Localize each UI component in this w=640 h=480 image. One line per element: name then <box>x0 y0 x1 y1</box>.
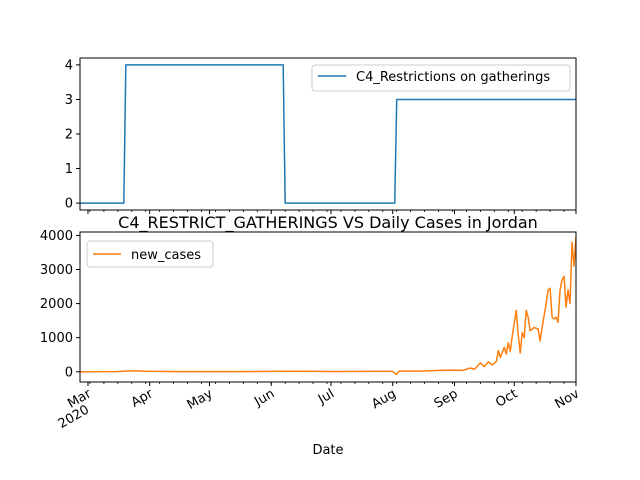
bottom-legend-label: new_cases <box>131 248 201 263</box>
bottom-y-tick-label: 3000 <box>40 263 73 278</box>
top-y-tick-label: 1 <box>65 162 73 177</box>
bottom-series-line-0 <box>80 236 576 376</box>
bottom-y-tick-label: 0 <box>65 365 73 380</box>
bottom-y-tick-label: 4000 <box>40 229 73 244</box>
x-tick-label: Jul <box>315 386 337 407</box>
top-series-lines <box>80 64 576 204</box>
chart-title: C4_RESTRICT_GATHERINGS VS Daily Cases in… <box>118 213 538 233</box>
x-axis-label: Date <box>312 443 343 458</box>
bottom-series-lines <box>80 236 576 376</box>
top-y-tick-label: 3 <box>65 93 73 108</box>
top-series-line-0 <box>80 64 576 204</box>
bottom-y-ticks: 0 1000 2000 3000 4000 <box>40 229 80 380</box>
bottom-axes-frame <box>79 231 577 383</box>
top-y-ticks: 0 1 2 3 4 <box>65 58 80 212</box>
bottom-legend-box <box>86 240 214 268</box>
top-legend: C4_Restrictions on gatherings <box>311 64 571 92</box>
bottom-y-tick-label: 2000 <box>40 297 73 312</box>
top-subplot: 0 1 2 3 4 C4_Restrictions on gatherings <box>65 57 577 214</box>
top-legend-box <box>311 64 571 92</box>
top-y-tick-label: 2 <box>65 128 73 143</box>
bottom-legend: new_cases <box>86 240 214 268</box>
top-y-tick-label: 0 <box>65 197 73 212</box>
top-x-ticks <box>87 210 577 214</box>
top-y-tick-label: 4 <box>65 58 73 73</box>
bottom-y-tick-label: 1000 <box>40 331 73 346</box>
top-legend-label: C4_Restrictions on gatherings <box>356 70 550 85</box>
